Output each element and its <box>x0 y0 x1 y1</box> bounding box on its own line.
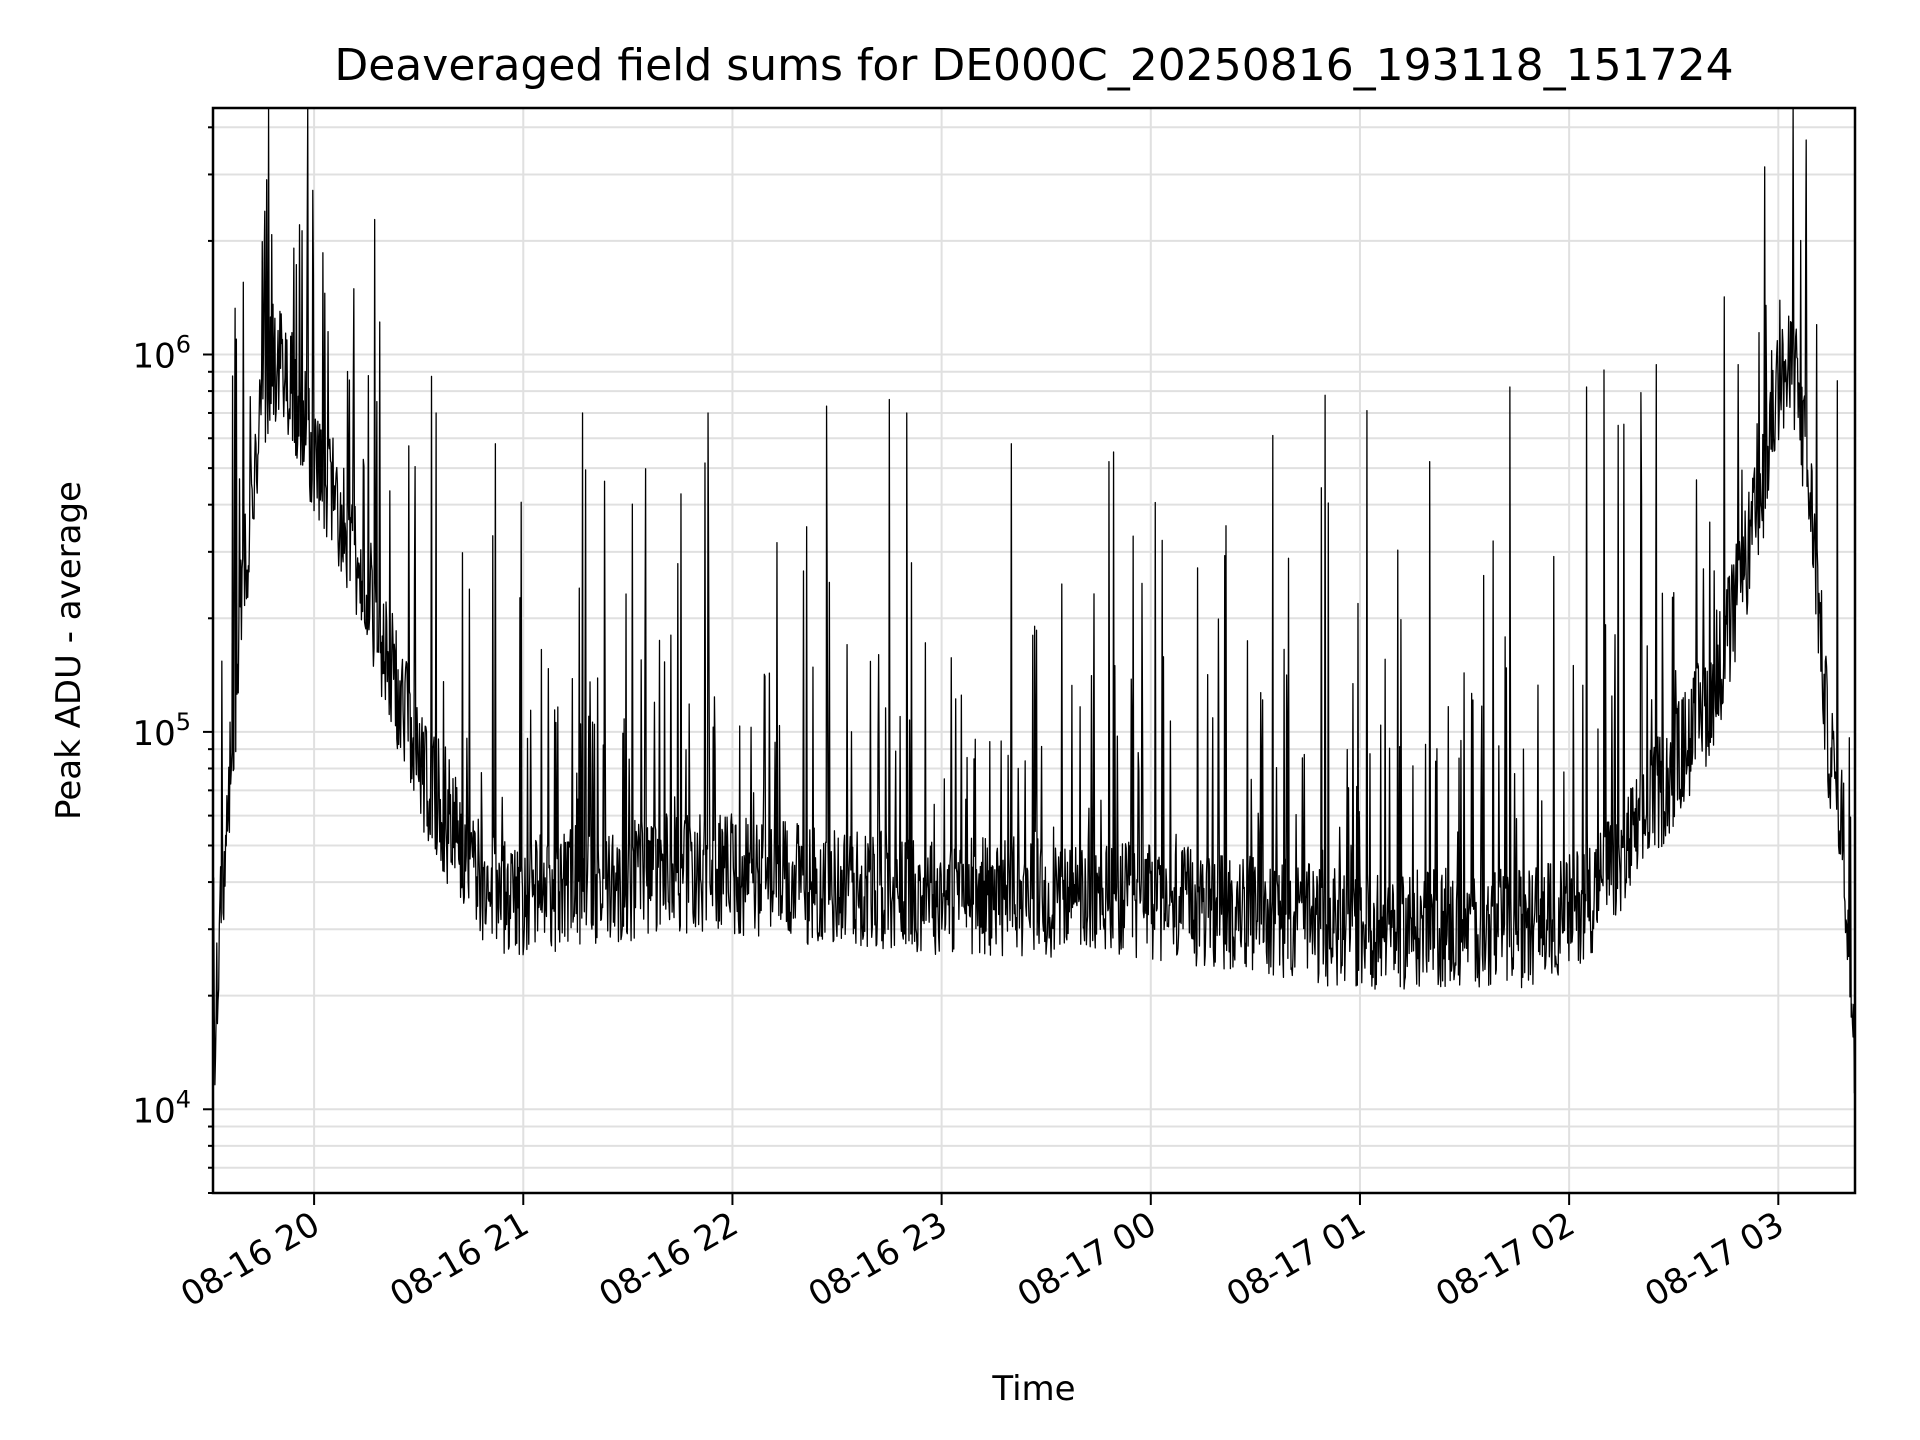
series-path <box>212 107 1856 1094</box>
y-axis-label: Peak ADU - average <box>49 481 89 820</box>
y-tick-label: 106 <box>132 331 191 377</box>
series-line <box>212 107 1856 1094</box>
chart-title: Deaveraged field sums for DE000C_2025081… <box>334 40 1733 91</box>
x-tick-label: 08-16 20 <box>174 1204 326 1315</box>
x-tick-label: 08-17 01 <box>1220 1204 1372 1315</box>
x-axis-label: Time <box>991 1369 1075 1409</box>
x-tick-label: 08-17 02 <box>1429 1204 1581 1315</box>
plot-frame <box>211 106 1857 1195</box>
x-tick-label: 08-17 00 <box>1011 1204 1163 1315</box>
x-tick-label: 08-16 21 <box>383 1204 535 1315</box>
y-tick-label: 104 <box>132 1085 191 1131</box>
x-tick-label: 08-17 03 <box>1638 1204 1790 1315</box>
y-tick-label: 105 <box>132 708 191 754</box>
x-tick-label: 08-16 23 <box>802 1204 954 1315</box>
x-tick-label: 08-16 22 <box>593 1204 745 1315</box>
